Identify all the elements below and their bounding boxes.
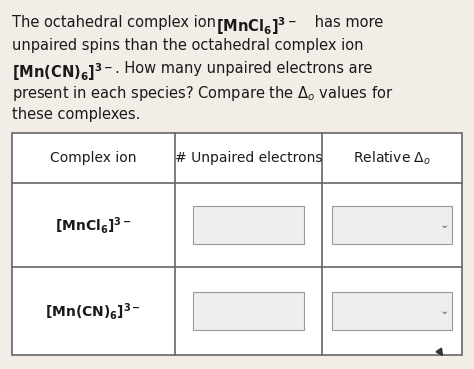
Text: $\mathbf{[MnCl_6]^{3-}}$: $\mathbf{[MnCl_6]^{3-}}$ [55, 214, 132, 235]
Bar [12, 133, 462, 355]
Text: $\mathbf{[Mn(CN)_6]^{3-}}$: $\mathbf{[Mn(CN)_6]^{3-}}$ [46, 300, 142, 321]
Text: The octahedral complex ion: The octahedral complex ion [12, 15, 220, 30]
Bar [193, 206, 304, 244]
Text: $\mathbf{[Mn(CN)_6]^{3-}}$: $\mathbf{[Mn(CN)_6]^{3-}}$ [12, 61, 113, 83]
Bar [332, 292, 452, 330]
Bar [332, 206, 452, 244]
Text: ⌄: ⌄ [439, 220, 449, 230]
Text: ⌄: ⌄ [439, 306, 449, 316]
Text: Relative $\Delta_o$: Relative $\Delta_o$ [353, 149, 431, 167]
Text: unpaired spins than the octahedral complex ion: unpaired spins than the octahedral compl… [12, 38, 364, 53]
Bar [193, 292, 304, 330]
Text: Complex ion: Complex ion [50, 151, 137, 165]
Text: . How many unpaired electrons are: . How many unpaired electrons are [115, 61, 373, 76]
Text: # Unpaired electrons: # Unpaired electrons [175, 151, 322, 165]
Text: present in each species? Compare the $\Delta_o$ values for: present in each species? Compare the $\D… [12, 84, 393, 103]
Text: these complexes.: these complexes. [12, 107, 140, 122]
Text: $\mathbf{[MnCl_6]^{3-}}$: $\mathbf{[MnCl_6]^{3-}}$ [216, 15, 297, 37]
Text: has more: has more [310, 15, 383, 30]
